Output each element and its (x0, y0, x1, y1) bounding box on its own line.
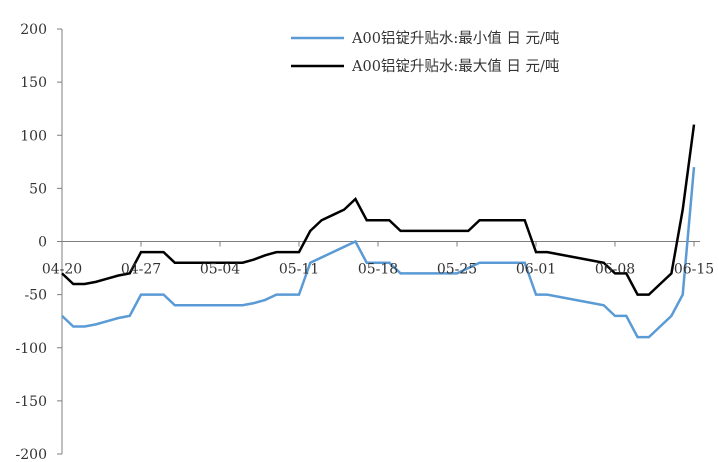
x-tick-label: 04-20 (42, 262, 82, 278)
x-tick-label: 05-18 (358, 262, 398, 278)
chart-legend: A00铝锭升贴水:最小值 日 元/吨 A00铝锭升贴水:最大值 日 元/吨 (291, 30, 559, 75)
series-line-max (61, 124, 696, 296)
y-tick-label: -150 (16, 394, 47, 410)
x-tick-label: 06-01 (516, 262, 556, 278)
y-tick-label: -50 (24, 288, 47, 304)
x-axis-tick-labels: 04-20 04-27 05-04 05-11 05-18 05-25 06-01 06-08… (42, 262, 714, 278)
x-tick-label: 05-25 (437, 262, 477, 278)
chart-axes (57, 28, 700, 455)
x-tick-label: 05-11 (279, 262, 319, 278)
y-tick-label: 150 (20, 75, 47, 91)
x-tick-label: 06-15 (674, 262, 714, 278)
legend-label-min: A00铝锭升贴水:最小值 日 元/吨 (351, 30, 559, 47)
y-tick-label: 50 (29, 181, 47, 197)
x-tick-label: 06-08 (595, 262, 635, 278)
y-tick-label: 100 (20, 128, 47, 144)
series-line-min (61, 167, 696, 339)
chart-series (61, 124, 696, 339)
x-tick-label: 05-04 (200, 262, 240, 278)
y-axis-tick-labels: -200 -150 -100 -50 0 50 100 150 200 (16, 22, 47, 462)
y-tick-label: 0 (38, 235, 47, 251)
legend-label-max: A00铝锭升贴水:最大值 日 元/吨 (351, 58, 559, 75)
y-tick-label: 200 (20, 22, 47, 38)
y-tick-label: -200 (16, 447, 47, 462)
y-tick-label: -100 (16, 341, 47, 357)
x-tick-label: 04-27 (121, 262, 161, 278)
